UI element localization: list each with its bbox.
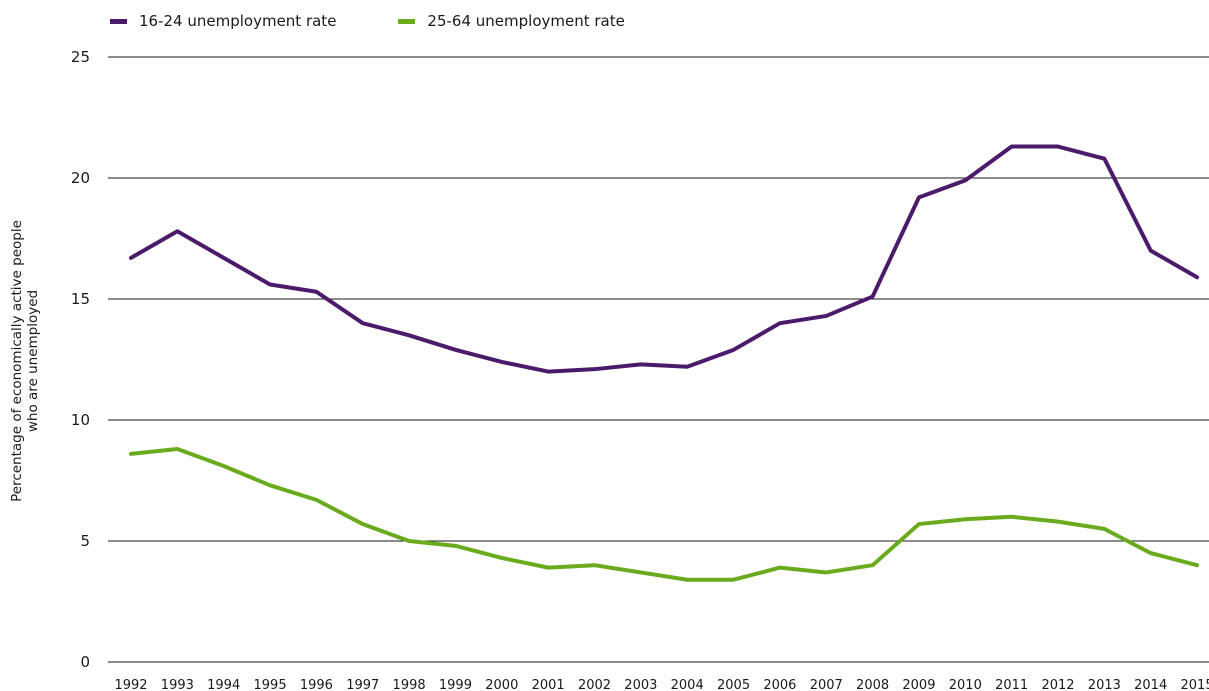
x-tick-label-1993: 1993	[161, 678, 194, 691]
x-tick-label-1996: 1996	[300, 678, 333, 691]
legend-item-16-24: 16-24 unemployment rate	[110, 12, 336, 30]
x-tick-label-2004: 2004	[671, 678, 704, 691]
y-tick-label-20: 20	[71, 169, 90, 187]
legend-item-25-64: 25-64 unemployment rate	[398, 12, 625, 30]
x-tick-label-1995: 1995	[254, 678, 287, 691]
x-tick-label-1994: 1994	[207, 678, 240, 691]
x-tick-label-2006: 2006	[763, 678, 796, 691]
x-tick-label-2015: 2015	[1181, 678, 1209, 691]
y-tick-label-5: 5	[80, 532, 90, 550]
series-line-16-24	[129, 144, 1200, 374]
legend: 16-24 unemployment rate 25-64 unemployme…	[110, 12, 687, 30]
x-tick-label-2009: 2009	[902, 678, 935, 691]
x-tick-label-2013: 2013	[1088, 678, 1121, 691]
legend-label-16-24: 16-24 unemployment rate	[139, 12, 337, 30]
y-tick-label-0: 0	[80, 653, 90, 671]
y-tick-label-10: 10	[71, 411, 90, 429]
x-tick-label-2005: 2005	[717, 678, 750, 691]
x-tick-label-2010: 2010	[949, 678, 982, 691]
x-tick-label-1999: 1999	[439, 678, 472, 691]
x-tick-label-2000: 2000	[485, 678, 518, 691]
x-tick-label-1998: 1998	[393, 678, 426, 691]
legend-swatch-25-64	[398, 18, 416, 24]
x-tick-label-1997: 1997	[346, 678, 379, 691]
x-tick-label-2001: 2001	[532, 678, 565, 691]
x-tick-label-2007: 2007	[810, 678, 843, 691]
x-tick-label-2003: 2003	[624, 678, 657, 691]
y-tick-label-25: 25	[71, 48, 90, 66]
series-line-25-64	[129, 447, 1200, 582]
legend-swatch-16-24	[110, 18, 127, 24]
x-tick-label-2011: 2011	[995, 678, 1028, 691]
x-tick-label-2008: 2008	[856, 678, 889, 691]
x-tick-label-2002: 2002	[578, 678, 611, 691]
x-tick-label-1992: 1992	[114, 678, 147, 691]
x-tick-label-2014: 2014	[1134, 678, 1167, 691]
legend-label-25-64: 25-64 unemployment rate	[427, 12, 625, 30]
x-tick-label-2012: 2012	[1041, 678, 1074, 691]
y-tick-label-15: 15	[71, 290, 90, 308]
